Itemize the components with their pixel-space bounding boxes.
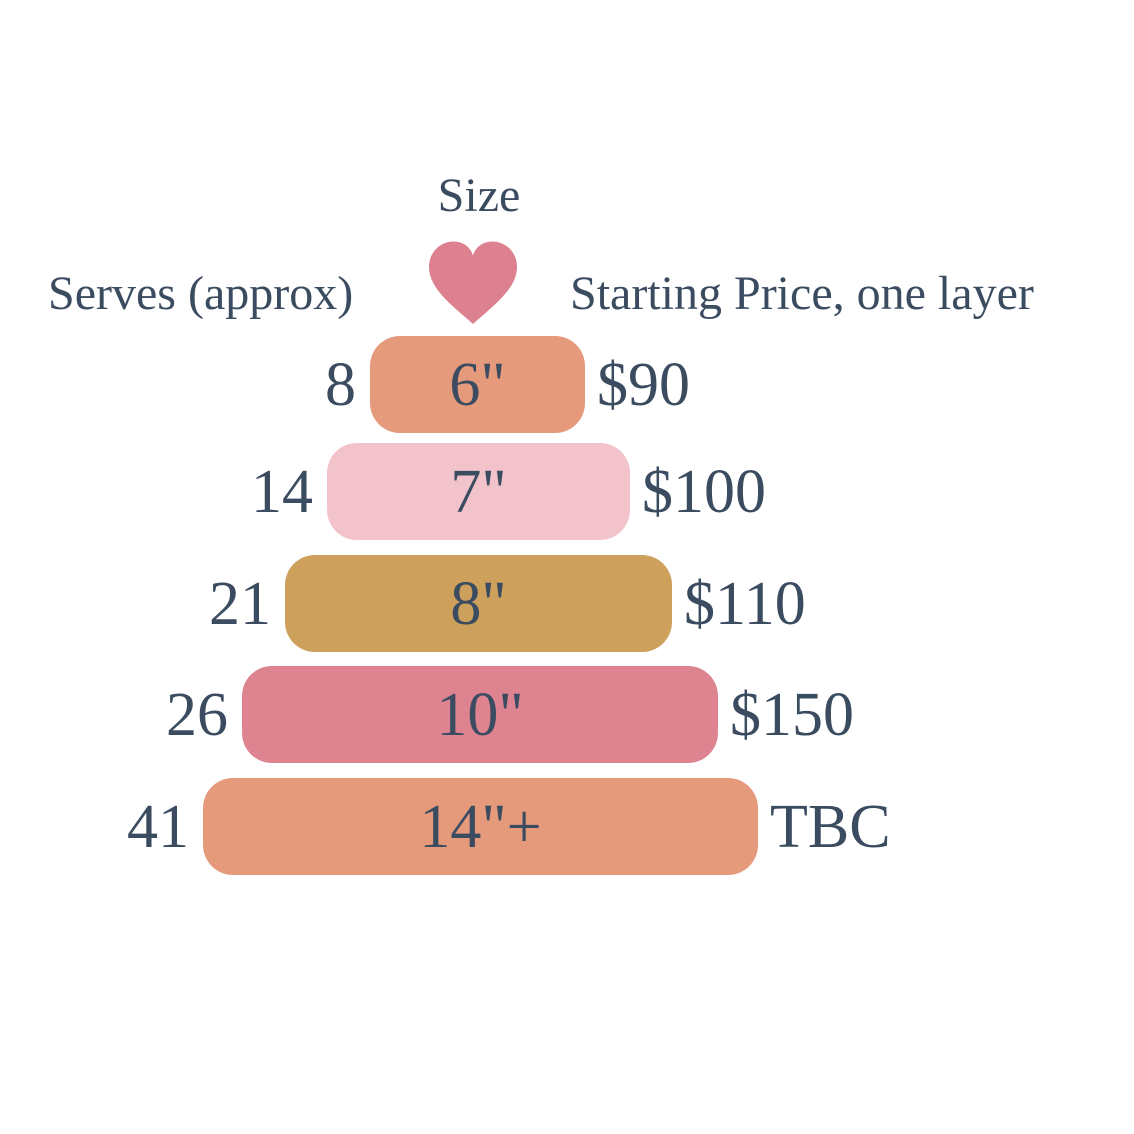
size-bar: 14"+ bbox=[203, 778, 758, 875]
serves-column-header: Serves (approx) bbox=[48, 267, 354, 320]
tier-row-10in: 26 10" $150 bbox=[0, 666, 1134, 763]
serves-value: 14 bbox=[251, 457, 313, 526]
size-bar: 10" bbox=[242, 666, 718, 763]
size-bar: 8" bbox=[285, 555, 672, 652]
price-value: $100 bbox=[642, 457, 766, 526]
price-value: $110 bbox=[684, 569, 806, 638]
size-value: 8" bbox=[450, 569, 507, 638]
tier-row-7in: 14 7" $100 bbox=[0, 443, 1134, 540]
price-column-header: Starting Price, one layer bbox=[570, 267, 1034, 320]
serves-value: 8 bbox=[325, 350, 356, 419]
size-value: 6" bbox=[449, 350, 506, 419]
serves-value: 21 bbox=[209, 569, 271, 638]
tier-row-14in-plus: 41 14"+ TBC bbox=[0, 778, 1134, 875]
size-column-header: Size bbox=[437, 169, 521, 222]
size-bar: 7" bbox=[327, 443, 630, 540]
serves-value: 41 bbox=[127, 792, 189, 861]
size-value: 10" bbox=[436, 680, 524, 749]
price-value: $90 bbox=[597, 350, 690, 419]
serves-value: 26 bbox=[166, 680, 228, 749]
tier-row-6in: 8 6" $90 bbox=[0, 336, 1134, 433]
size-value: 7" bbox=[450, 457, 507, 526]
heart-icon bbox=[429, 241, 517, 324]
size-value: 14"+ bbox=[419, 792, 542, 861]
tier-row-8in: 21 8" $110 bbox=[0, 555, 1134, 652]
price-value: TBC bbox=[770, 792, 891, 861]
size-bar: 6" bbox=[370, 336, 585, 433]
price-value: $150 bbox=[730, 680, 854, 749]
